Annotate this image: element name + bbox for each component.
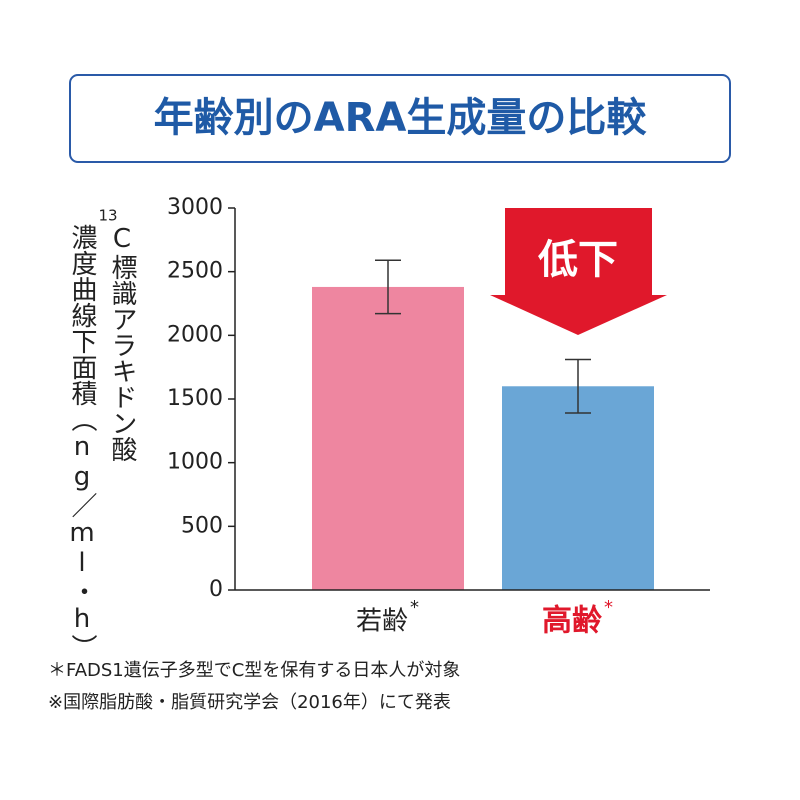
y-label: C標識アラキドン酸	[107, 224, 137, 462]
y-tick-label: 3000	[167, 195, 223, 220]
x-tick-label: 高齢	[542, 604, 602, 639]
y-tick-label: 2000	[167, 322, 223, 347]
x-tick-label: 若齢	[356, 607, 408, 637]
footnote: ＊FADS1遺伝子多型でC型を保有する日本人が対象	[48, 660, 461, 681]
category-note: *	[604, 597, 613, 618]
chart-title: 年齢別のARA生成量の比較	[154, 95, 648, 141]
bar	[312, 286, 464, 590]
footnote: ※国際脂肪酸・脂質研究学会（2016年）にて発表	[48, 692, 451, 713]
bar	[502, 386, 654, 590]
annotation-arrow	[490, 208, 667, 335]
y-label: 濃度曲線下面積（ng／ml・h）	[67, 224, 97, 660]
y-label-sup: 13	[98, 207, 117, 225]
annotation: 低下	[538, 237, 618, 283]
y-tick-label: 1000	[167, 450, 223, 475]
y-tick-label: 1500	[167, 386, 223, 411]
y-tick-label: 500	[181, 513, 223, 538]
y-tick-label: 0	[209, 577, 223, 602]
y-tick-label: 2500	[167, 259, 223, 284]
category-note: *	[410, 597, 419, 618]
title-box	[69, 74, 731, 163]
